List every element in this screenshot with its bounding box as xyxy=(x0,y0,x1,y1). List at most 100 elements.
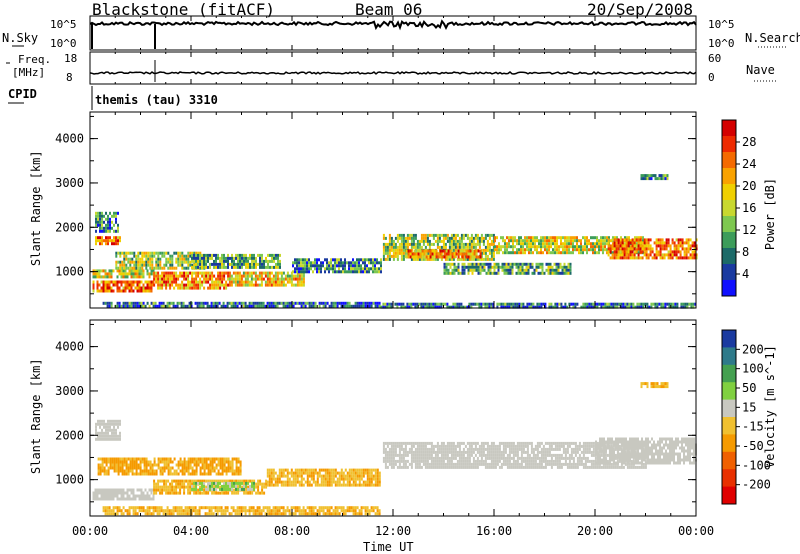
data-cell xyxy=(253,256,255,260)
data-cell xyxy=(340,258,342,262)
data-cell xyxy=(253,479,256,483)
data-cell xyxy=(508,453,511,457)
data-cell xyxy=(127,257,130,261)
data-cell xyxy=(490,444,493,448)
data-cell xyxy=(582,245,584,249)
data-cell xyxy=(494,245,496,249)
data-cell xyxy=(358,474,361,478)
data-cell xyxy=(233,256,235,260)
data-cell xyxy=(447,268,450,272)
data-cell xyxy=(251,484,253,488)
data-cell xyxy=(95,431,97,435)
data-cell xyxy=(177,283,180,287)
data-cell xyxy=(129,463,132,467)
data-cell xyxy=(386,248,389,252)
data-cell xyxy=(199,257,202,261)
data-cell xyxy=(452,305,455,309)
data-cell xyxy=(205,265,207,269)
data-cell xyxy=(490,248,493,252)
data-cell xyxy=(163,283,166,287)
data-cell xyxy=(430,441,433,445)
data-cell xyxy=(225,271,228,275)
data-cell xyxy=(422,447,425,451)
data-cell xyxy=(659,253,662,257)
data-cell xyxy=(538,245,540,249)
data-cell xyxy=(492,459,495,463)
data-cell xyxy=(306,258,308,262)
data-cell xyxy=(442,242,445,246)
data-cell xyxy=(217,277,220,281)
data-cell xyxy=(480,441,483,445)
data-cell xyxy=(448,239,451,243)
data-cell xyxy=(535,265,538,269)
data-cell xyxy=(318,304,321,308)
data-cell xyxy=(477,271,480,275)
data-cell xyxy=(98,491,101,495)
data-cell xyxy=(142,272,145,276)
data-cell xyxy=(217,472,220,476)
data-cell xyxy=(556,236,558,240)
data-cell xyxy=(434,456,437,460)
data-cell xyxy=(480,236,483,240)
data-cell xyxy=(424,465,427,469)
data-cell xyxy=(296,283,299,287)
data-cell xyxy=(304,471,307,475)
data-cell xyxy=(481,268,484,272)
data-cell xyxy=(420,447,423,451)
data-cell xyxy=(234,283,237,287)
data-cell xyxy=(175,257,178,261)
data-cell xyxy=(152,494,155,498)
data-cell xyxy=(433,252,436,256)
data-cell xyxy=(302,301,305,305)
data-cell xyxy=(434,257,437,261)
data-cell xyxy=(510,462,513,466)
data-cell xyxy=(651,256,654,260)
data-cell xyxy=(153,283,156,287)
data-cell xyxy=(131,457,134,461)
data-cell xyxy=(103,425,105,429)
data-cell xyxy=(330,483,333,487)
data-cell xyxy=(136,488,139,492)
data-cell xyxy=(514,245,516,249)
data-cell xyxy=(504,447,507,451)
data-cell xyxy=(103,422,105,426)
data-cell xyxy=(203,466,206,470)
data-cell xyxy=(410,441,413,445)
data-cell xyxy=(165,280,168,284)
data-cell xyxy=(466,233,469,237)
data-cell xyxy=(215,259,217,263)
data-cell xyxy=(124,275,127,279)
data-cell xyxy=(417,255,420,259)
data-cell xyxy=(540,462,543,466)
data-cell xyxy=(380,305,383,309)
data-cell xyxy=(247,256,249,260)
data-cell xyxy=(107,472,110,476)
data-cell xyxy=(145,257,148,261)
data-cell xyxy=(116,494,119,498)
data-cell xyxy=(394,248,397,252)
data-cell xyxy=(410,302,413,306)
data-cell xyxy=(191,277,194,281)
data-cell xyxy=(165,274,168,278)
data-cell xyxy=(536,450,539,454)
data-cell xyxy=(533,271,536,275)
data-cell xyxy=(147,251,150,255)
data-cell xyxy=(163,482,166,486)
data-cell xyxy=(470,239,473,243)
data-cell xyxy=(536,305,539,309)
data-cell xyxy=(457,268,460,272)
data-cell xyxy=(222,301,225,305)
data-cell xyxy=(538,459,541,463)
data-cell xyxy=(274,304,277,308)
data-cell xyxy=(546,245,548,249)
data-cell xyxy=(306,264,308,268)
data-cell xyxy=(302,283,305,287)
data-cell xyxy=(189,260,192,264)
data-cell xyxy=(131,469,134,473)
data-cell xyxy=(296,267,298,271)
data-cell xyxy=(476,456,479,460)
data-cell xyxy=(635,244,638,248)
data-cell xyxy=(424,459,427,463)
data-cell xyxy=(466,236,469,240)
data-cell xyxy=(492,257,495,261)
